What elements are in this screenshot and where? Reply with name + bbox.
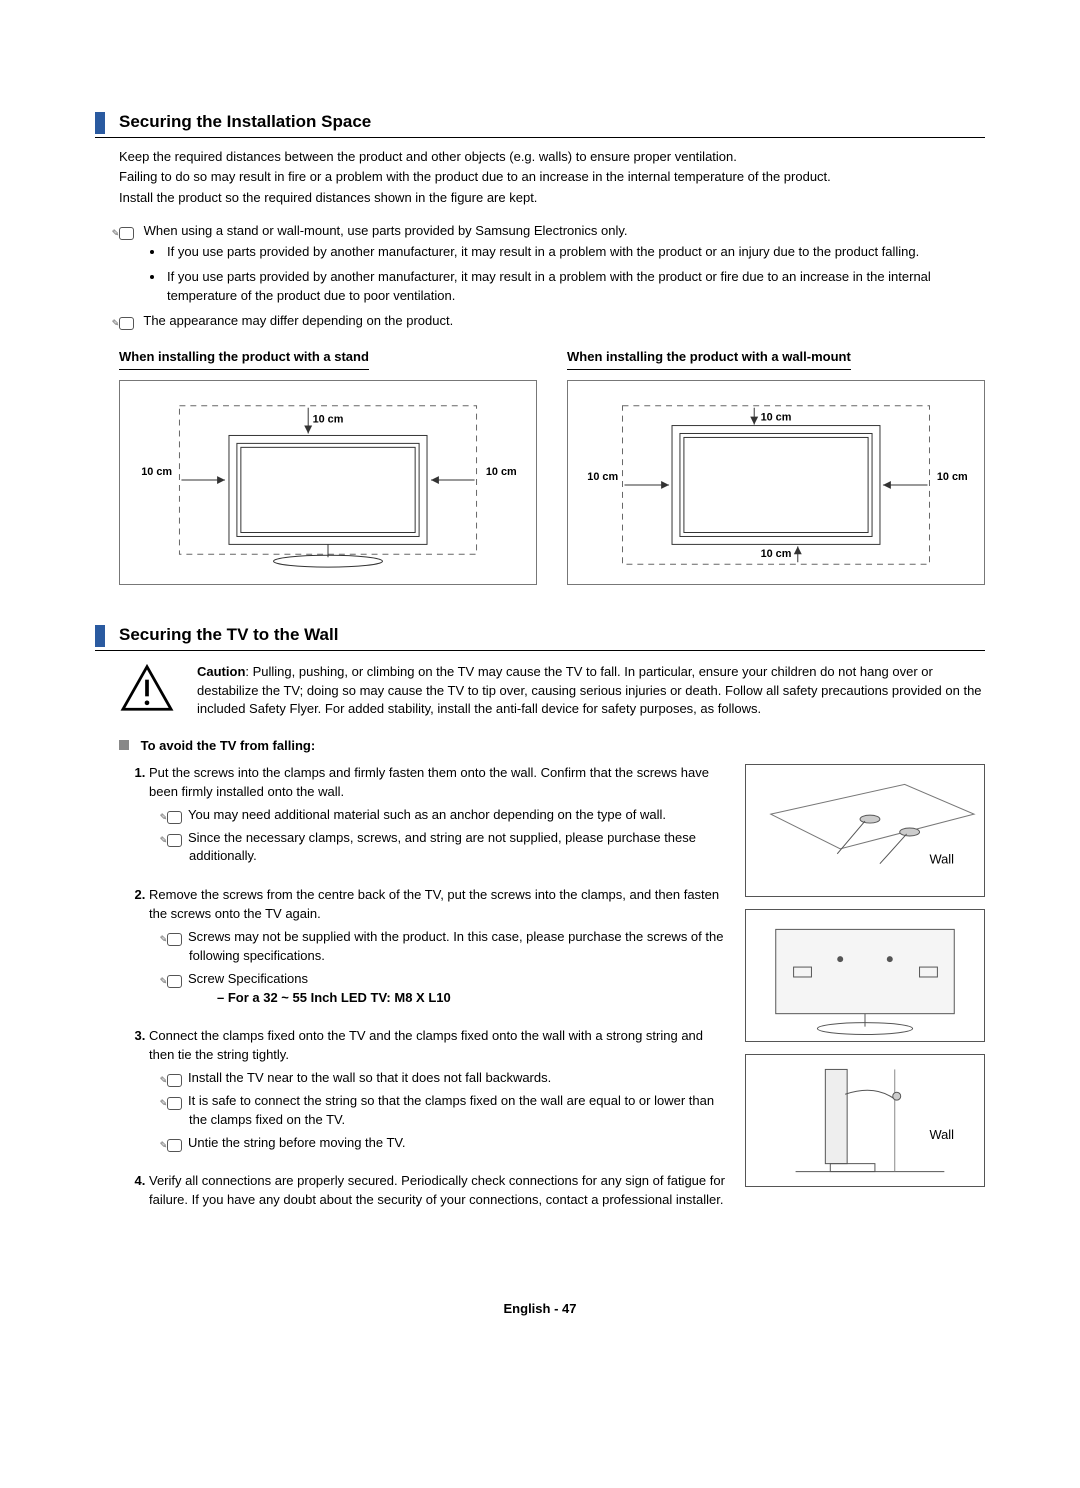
- svg-text:10 cm: 10 cm: [761, 548, 792, 560]
- caution-label: Caution: [197, 664, 245, 679]
- note-icon: ✎: [167, 811, 182, 824]
- note-1-text: When using a stand or wall-mount, use pa…: [144, 223, 628, 238]
- step1-note2: ✎ Since the necessary clamps, screws, and…: [167, 829, 727, 867]
- step2-n1-text: Screws may not be supplied with the prod…: [188, 929, 723, 963]
- intro-paragraphs: Keep the required distances between the …: [119, 148, 985, 209]
- step2-note2: ✎ Screw Specifications: [167, 970, 727, 989]
- wallmount-diagram-svg: 10 cm 10 cm 10 cm 10 cm: [567, 380, 985, 585]
- note-icon: ✎: [167, 1097, 182, 1110]
- svg-text:Wall: Wall: [929, 852, 954, 867]
- caution-block: Caution: Pulling, pushing, or climbing o…: [119, 663, 985, 720]
- diag-title-1: When installing the product with a stand: [119, 348, 369, 370]
- step1-n1-text: You may need additional material such as…: [188, 807, 666, 822]
- note-icon: ✎: [167, 933, 182, 946]
- step2-note1: ✎ Screws may not be supplied with the pro…: [167, 928, 727, 966]
- warning-bullets: If you use parts provided by another man…: [165, 243, 985, 306]
- step-4: Verify all connections are properly secu…: [149, 1172, 727, 1210]
- step-3: Connect the clamps fixed onto the TV and…: [149, 1027, 727, 1152]
- step-2-body: Remove the screws from the centre back o…: [149, 887, 719, 921]
- step3-note2: ✎ It is safe to connect the string so tha…: [167, 1092, 727, 1130]
- step-2: Remove the screws from the centre back o…: [149, 886, 727, 1007]
- svg-text:Wall: Wall: [929, 1127, 954, 1142]
- section-header-2: Securing the TV to the Wall: [95, 623, 985, 651]
- diag-title-2: When installing the product with a wall-…: [567, 348, 851, 370]
- step3-note1: ✎ Install the TV near to the wall so that…: [167, 1069, 727, 1088]
- step2-dash-list: For a 32 ~ 55 Inch LED TV: M8 X L10: [217, 989, 727, 1008]
- caution-body: : Pulling, pushing, or climbing on the T…: [197, 664, 982, 717]
- steps-text: Put the screws into the clamps and firml…: [119, 764, 727, 1230]
- step-4-body: Verify all connections are properly secu…: [149, 1173, 725, 1207]
- accent-bar: [95, 625, 105, 647]
- step-images: Wall Wall: [745, 764, 985, 1230]
- note-icon: ✎: [167, 1139, 182, 1152]
- note-2: ✎ The appearance may differ depending on…: [119, 312, 985, 331]
- step2-dash-1: For a 32 ~ 55 Inch LED TV: M8 X L10: [217, 989, 727, 1008]
- subhead-text: To avoid the TV from falling:: [141, 738, 316, 753]
- page-footer: English - 47: [95, 1300, 985, 1319]
- note-icon: ✎: [167, 1074, 182, 1087]
- step2-n2-text: Screw Specifications: [188, 971, 308, 986]
- diagram-wallmount: When installing the product with a wall-…: [567, 348, 985, 591]
- stand-diagram-svg: 10 cm 10 cm 10 cm: [119, 380, 537, 585]
- svg-text:10 cm: 10 cm: [761, 412, 792, 424]
- p2: Failing to do so may result in fire or a…: [119, 168, 985, 187]
- note-1: ✎ When using a stand or wall-mount, use …: [119, 222, 985, 241]
- section-title-2: Securing the TV to the Wall: [119, 623, 338, 650]
- svg-text:10 cm: 10 cm: [486, 466, 517, 478]
- svg-text:10 cm: 10 cm: [937, 471, 968, 483]
- note-icon: ✎: [119, 227, 134, 240]
- bullet-1: If you use parts provided by another man…: [165, 243, 985, 262]
- steps-layout: Put the screws into the clamps and firml…: [119, 764, 985, 1230]
- step-1-body: Put the screws into the clamps and firml…: [149, 765, 709, 799]
- subhead-avoid-falling: To avoid the TV from falling:: [119, 737, 985, 756]
- diagram-stand: When installing the product with a stand…: [119, 348, 537, 591]
- p3: Install the product so the required dist…: [119, 189, 985, 208]
- accent-bar: [95, 112, 105, 134]
- svg-text:10 cm: 10 cm: [141, 466, 172, 478]
- step1-n2-text: Since the necessary clamps, screws, and …: [188, 830, 696, 864]
- note-2-text: The appearance may differ depending on t…: [143, 313, 453, 328]
- step3-n1-text: Install the TV near to the wall so that …: [188, 1070, 551, 1085]
- caution-text: Caution: Pulling, pushing, or climbing o…: [197, 663, 985, 720]
- svg-text:10 cm: 10 cm: [313, 414, 344, 426]
- step3-n2-text: It is safe to connect the string so that…: [188, 1093, 714, 1127]
- step-1: Put the screws into the clamps and firml…: [149, 764, 727, 866]
- step3-n3-text: Untie the string before moving the TV.: [188, 1135, 406, 1150]
- steps-list: Put the screws into the clamps and firml…: [149, 764, 727, 1210]
- p1: Keep the required distances between the …: [119, 148, 985, 167]
- warning-icon: [119, 663, 175, 713]
- step-img-2: [745, 909, 985, 1042]
- bullet-2: If you use parts provided by another man…: [165, 268, 985, 306]
- step3-note3: ✎ Untie the string before moving the TV.: [167, 1134, 727, 1153]
- note-icon: ✎: [167, 834, 182, 847]
- installation-diagrams: When installing the product with a stand…: [119, 348, 985, 591]
- step-3-body: Connect the clamps fixed onto the TV and…: [149, 1028, 703, 1062]
- step1-note1: ✎ You may need additional material such a…: [167, 806, 727, 825]
- step-img-1: Wall: [745, 764, 985, 897]
- square-bullet-icon: [119, 740, 129, 750]
- svg-text:10 cm: 10 cm: [587, 471, 618, 483]
- note-icon: ✎: [167, 975, 182, 988]
- section-title-1: Securing the Installation Space: [119, 110, 371, 137]
- section-header-1: Securing the Installation Space: [95, 110, 985, 138]
- note-icon: ✎: [119, 317, 134, 330]
- step-img-3: Wall: [745, 1054, 985, 1187]
